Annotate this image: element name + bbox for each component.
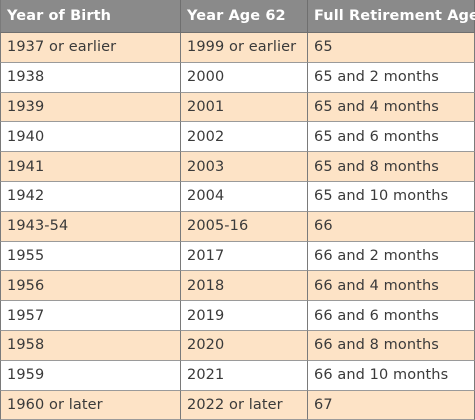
table-row: 1943-54 2005-16 66 <box>0 211 475 242</box>
cell-year-age-62: 2019 <box>181 301 308 331</box>
cell-year-of-birth: 1956 <box>0 271 181 302</box>
cell-year-of-birth: 1959 <box>0 360 181 391</box>
table-row: 1960 or later 2022 or later 67 <box>0 390 475 420</box>
cell-full-retirement-age: 66 and 4 months <box>308 271 475 302</box>
cell-full-retirement-age: 66 and 6 months <box>308 301 475 331</box>
cell-full-retirement-age: 65 <box>308 33 475 63</box>
cell-year-age-62: 2000 <box>181 62 308 93</box>
cell-year-of-birth: 1955 <box>0 241 181 272</box>
cell-year-age-62: 2022 or later <box>181 390 308 420</box>
cell-year-of-birth: 1939 <box>0 92 181 123</box>
cell-year-age-62: 2020 <box>181 330 308 361</box>
table-row: 1940 2002 65 and 6 months <box>0 122 475 153</box>
table-row: 1957 2019 66 and 6 months <box>0 301 475 331</box>
cell-year-age-62: 2021 <box>181 360 308 391</box>
table-row: 1937 or earlier 1999 or earlier 65 <box>0 33 475 63</box>
cell-full-retirement-age: 66 and 10 months <box>308 360 475 391</box>
cell-year-age-62: 2017 <box>181 241 308 272</box>
header-year-age-62: Year Age 62 <box>181 0 308 33</box>
cell-year-of-birth: 1938 <box>0 62 181 93</box>
table-row: 1956 2018 66 and 4 months <box>0 271 475 302</box>
table-row: 1938 2000 65 and 2 months <box>0 62 475 93</box>
table-row: 1939 2001 65 and 4 months <box>0 92 475 123</box>
cell-year-of-birth: 1942 <box>0 181 181 212</box>
table-row: 1959 2021 66 and 10 months <box>0 360 475 391</box>
cell-year-age-62: 2005-16 <box>181 211 308 242</box>
cell-full-retirement-age: 65 and 10 months <box>308 181 475 212</box>
cell-year-of-birth: 1957 <box>0 301 181 331</box>
table-row: 1958 2020 66 and 8 months <box>0 330 475 361</box>
cell-year-of-birth: 1937 or earlier <box>0 33 181 63</box>
cell-year-of-birth: 1940 <box>0 122 181 153</box>
cell-full-retirement-age: 66 <box>308 211 475 242</box>
header-full-retirement-age: Full Retirement Age <box>308 0 475 33</box>
table-row: 1941 2003 65 and 8 months <box>0 152 475 182</box>
cell-year-of-birth: 1960 or later <box>0 390 181 420</box>
table-header-row: Year of Birth Year Age 62 Full Retiremen… <box>0 0 475 33</box>
cell-full-retirement-age: 66 and 2 months <box>308 241 475 272</box>
table-row: 1942 2004 65 and 10 months <box>0 181 475 212</box>
cell-year-age-62: 1999 or earlier <box>181 33 308 63</box>
cell-full-retirement-age: 65 and 6 months <box>308 122 475 153</box>
cell-year-age-62: 2003 <box>181 152 308 182</box>
cell-full-retirement-age: 67 <box>308 390 475 420</box>
cell-year-age-62: 2004 <box>181 181 308 212</box>
cell-year-of-birth: 1943-54 <box>0 211 181 242</box>
cell-year-age-62: 2018 <box>181 271 308 302</box>
cell-year-of-birth: 1958 <box>0 330 181 361</box>
cell-year-age-62: 2002 <box>181 122 308 153</box>
cell-year-age-62: 2001 <box>181 92 308 123</box>
header-year-of-birth: Year of Birth <box>0 0 181 33</box>
cell-year-of-birth: 1941 <box>0 152 181 182</box>
cell-full-retirement-age: 65 and 8 months <box>308 152 475 182</box>
cell-full-retirement-age: 66 and 8 months <box>308 330 475 361</box>
table-row: 1955 2017 66 and 2 months <box>0 241 475 272</box>
cell-full-retirement-age: 65 and 4 months <box>308 92 475 123</box>
cell-full-retirement-age: 65 and 2 months <box>308 62 475 93</box>
